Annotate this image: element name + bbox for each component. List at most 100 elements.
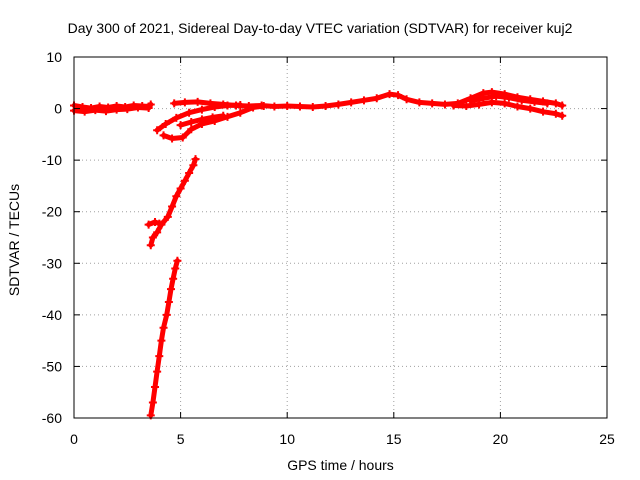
data-point <box>123 105 132 114</box>
data-point <box>492 92 501 101</box>
x-tick-label: 15 <box>386 431 402 447</box>
x-axis-label: GPS time / hours <box>287 457 394 473</box>
data-point <box>197 105 206 114</box>
x-tick-label: 25 <box>599 431 615 447</box>
y-tick-label: -30 <box>42 255 62 271</box>
y-tick-label: -10 <box>42 152 62 168</box>
x-tick-label: 10 <box>279 431 295 447</box>
data-point <box>372 94 381 103</box>
data-point <box>176 121 185 130</box>
data-series <box>70 88 567 143</box>
data-point <box>163 212 172 221</box>
data-point <box>191 155 200 164</box>
data-point <box>189 161 198 170</box>
data-point <box>157 336 166 345</box>
x-tick-label: 0 <box>70 431 78 447</box>
data-point <box>347 98 356 107</box>
data-point <box>153 228 162 237</box>
data-point <box>479 94 488 103</box>
data-point <box>151 218 160 227</box>
data-point <box>415 98 424 107</box>
data-point <box>259 101 268 110</box>
data-point <box>155 352 164 361</box>
grid-lines <box>74 57 607 418</box>
data-point <box>91 106 100 115</box>
data-point <box>558 101 567 110</box>
data-point <box>159 323 168 332</box>
data-point <box>551 109 560 118</box>
data-point <box>308 103 317 112</box>
data-point <box>462 101 471 110</box>
data-point <box>162 310 171 319</box>
x-tick-label: 5 <box>177 431 185 447</box>
data-point <box>80 107 89 116</box>
data-point <box>168 202 177 211</box>
data-point <box>500 99 509 108</box>
data-point <box>146 241 155 250</box>
data-point <box>168 134 177 143</box>
data-point <box>148 398 157 407</box>
data-point <box>170 99 179 108</box>
data-point <box>172 192 181 201</box>
data-point <box>526 104 535 113</box>
series-trace <box>148 258 180 418</box>
data-point <box>112 105 121 114</box>
data-point <box>133 103 142 112</box>
axis-ticks: 0 5 10 15 20 25 -60 -50 -40 -30 -20 -10 0 10 <box>42 49 615 447</box>
data-point <box>169 274 178 283</box>
data-point <box>558 111 567 120</box>
y-tick-label: -50 <box>42 358 62 374</box>
data-point <box>187 125 196 134</box>
data-point <box>236 108 245 117</box>
data-point <box>517 96 526 105</box>
x-tick-label: 20 <box>493 431 509 447</box>
data-point <box>155 219 164 228</box>
data-point <box>283 101 292 110</box>
data-point <box>171 264 180 273</box>
data-point <box>334 100 343 109</box>
data-point <box>172 113 181 122</box>
y-tick-label: 10 <box>46 49 62 65</box>
data-point <box>236 100 245 109</box>
data-point <box>197 115 206 124</box>
data-point <box>223 101 232 110</box>
data-point <box>270 102 279 111</box>
data-point <box>402 95 411 104</box>
data-point <box>161 120 170 129</box>
data-point <box>144 220 153 229</box>
series-trace <box>161 103 267 141</box>
data-point <box>159 131 168 140</box>
y-axis-label: SDTVAR / TECUs <box>6 183 22 297</box>
data-point <box>151 383 160 392</box>
data-point <box>167 285 176 294</box>
data-point <box>173 256 182 265</box>
data-point <box>187 117 196 126</box>
data-point <box>249 103 258 112</box>
data-point <box>487 98 496 107</box>
data-point <box>359 96 368 105</box>
plot-frame <box>73 56 608 419</box>
data-point <box>193 97 202 106</box>
data-point <box>513 102 522 111</box>
chart-title: Day 300 of 2021, Sidereal Day-to-day VTE… <box>67 20 573 36</box>
y-tick-label: 0 <box>54 101 62 117</box>
data-point <box>210 103 219 112</box>
data-point <box>148 233 157 242</box>
data-point <box>153 126 162 135</box>
y-tick-label: -20 <box>42 204 62 220</box>
data-point <box>504 93 513 102</box>
data-point <box>543 99 552 108</box>
y-tick-label: -40 <box>42 307 62 323</box>
data-point <box>539 107 548 116</box>
data-point <box>153 367 162 376</box>
plot-data <box>70 88 567 420</box>
data-point <box>428 99 437 108</box>
series-trace <box>451 99 565 119</box>
data-point <box>530 97 539 106</box>
y-tick-label: -60 <box>42 410 62 426</box>
data-point <box>449 101 458 110</box>
data-point <box>295 102 304 111</box>
data-point <box>180 176 189 185</box>
data-point <box>219 111 228 120</box>
